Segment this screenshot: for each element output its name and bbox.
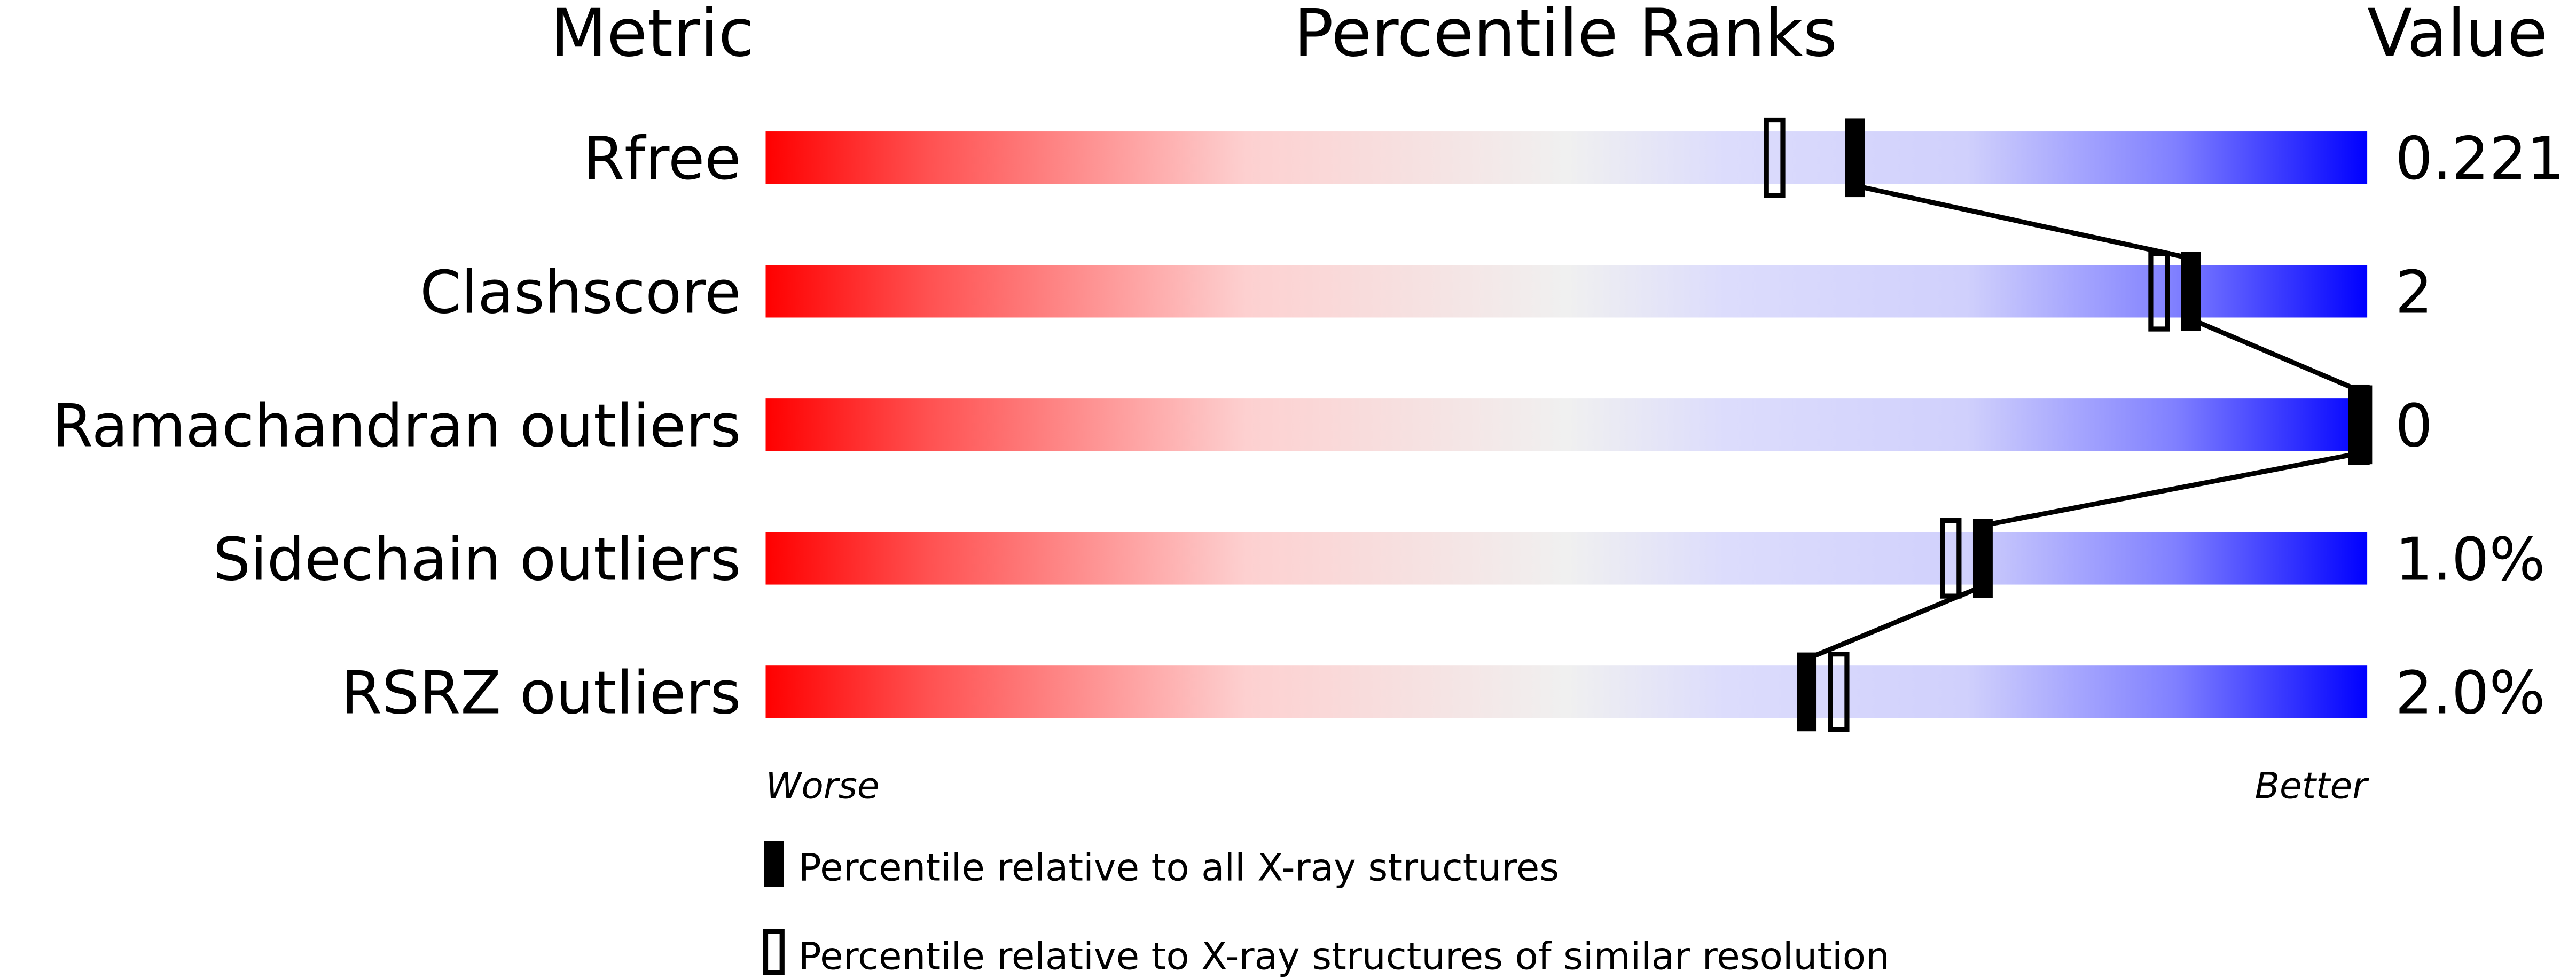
marker-all-structures [2352, 385, 2373, 465]
legend-open-marker [763, 929, 785, 975]
legend-filled-marker [764, 841, 784, 887]
percentile-bar [765, 665, 2368, 718]
metric-label: Ramachandran outliers [52, 391, 741, 460]
header-value: Value [2367, 0, 2548, 72]
connector-line [1982, 450, 2363, 528]
metric-label: Rfree [583, 124, 741, 193]
metric-value: 1.0% [2395, 525, 2545, 594]
legend-label-similar: Percentile relative to X-ray structures … [798, 934, 1890, 978]
marker-all-structures [1972, 519, 1993, 598]
header-metric: Metric [550, 0, 754, 72]
chart-title: Percentile Ranks [1294, 0, 1837, 72]
marker-all-structures [1845, 118, 1865, 198]
connector-line [1805, 584, 1984, 662]
marker-similar-resolution [1940, 518, 1962, 599]
marker-all-structures [1797, 652, 1817, 732]
marker-all-structures [2181, 252, 2201, 331]
better-label: Better [2255, 765, 2370, 807]
connector-line [1854, 183, 2192, 261]
percentile-bar [765, 131, 2368, 184]
worse-label: Worse [765, 765, 879, 807]
metric-value: 0.221 [2395, 124, 2564, 193]
metric-label: Clashscore [420, 258, 741, 327]
metric-label: Sidechain outliers [213, 525, 741, 594]
metric-value: 0 [2395, 391, 2432, 460]
marker-similar-resolution [1828, 652, 1850, 732]
metric-value: 2 [2395, 258, 2432, 327]
metric-label: RSRZ outliers [341, 659, 741, 727]
legend-label-all: Percentile relative to all X-ray structu… [798, 845, 1559, 889]
percentile-bar [765, 532, 2368, 585]
percentile-bar [765, 398, 2368, 451]
marker-similar-resolution [1764, 117, 1786, 198]
percentile-bar [765, 265, 2368, 318]
metric-value: 2.0% [2395, 659, 2545, 727]
connector-line [2190, 317, 2363, 395]
